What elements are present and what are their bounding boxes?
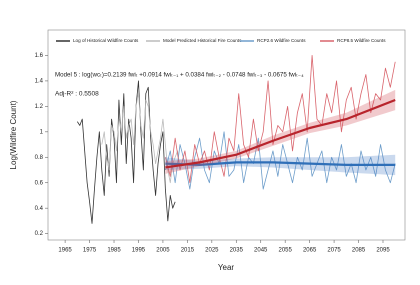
equation: Model 5 : log(wcₜ)=0.2139 fwiₜ +0.0914 f… xyxy=(55,72,304,79)
y-tick-label: 0.8 xyxy=(35,155,44,161)
x-tick-label: 2015 xyxy=(181,248,195,254)
series-line xyxy=(77,80,176,224)
confidence-band xyxy=(165,89,396,174)
trend-line xyxy=(165,161,396,167)
series-line xyxy=(101,93,181,184)
x-tick-label: 1965 xyxy=(58,248,72,254)
y-tick-label: 1.2 xyxy=(35,104,44,110)
y-axis-title: Log(Wildfire Count) xyxy=(9,100,18,169)
x-tick-label: 1995 xyxy=(132,248,146,254)
y-tick-label: 1 xyxy=(40,129,44,135)
x-tick-label: 2045 xyxy=(254,248,268,254)
x-tick-label: 2095 xyxy=(376,248,390,254)
y-tick-label: 1.6 xyxy=(35,53,44,59)
confidence-band xyxy=(165,154,396,176)
legend-label: RCP2.6 Wildfire Counts xyxy=(257,38,306,43)
legend-label: Model Predicted Historical Fire Counts xyxy=(163,38,242,43)
y-tick-label: 0.6 xyxy=(35,180,44,186)
x-axis-title: Year xyxy=(218,263,235,272)
x-tick-label: 2005 xyxy=(156,248,170,254)
x-tick-label: 1985 xyxy=(107,248,121,254)
trend-line xyxy=(165,98,396,169)
x-tick-label: 2065 xyxy=(303,248,317,254)
legend-label: RCP8.5 Wildfire Counts xyxy=(337,38,386,43)
plot-frame xyxy=(47,29,406,241)
x-tick-label: 1975 xyxy=(83,248,97,254)
r-squared: Adj-R² : 0.5508 xyxy=(55,91,99,98)
x-tick-label: 2035 xyxy=(230,248,244,254)
y-tick-label: 0.2 xyxy=(35,231,44,237)
y-tick-label: 0.4 xyxy=(35,206,44,212)
legend-label: Log of Historical Wildfire Counts xyxy=(73,38,139,43)
y-tick-label: 1.4 xyxy=(35,78,44,84)
x-tick-label: 2025 xyxy=(205,248,219,254)
x-tick-label: 2075 xyxy=(327,248,341,254)
x-tick-label: 2055 xyxy=(279,248,293,254)
x-tick-label: 2085 xyxy=(352,248,366,254)
